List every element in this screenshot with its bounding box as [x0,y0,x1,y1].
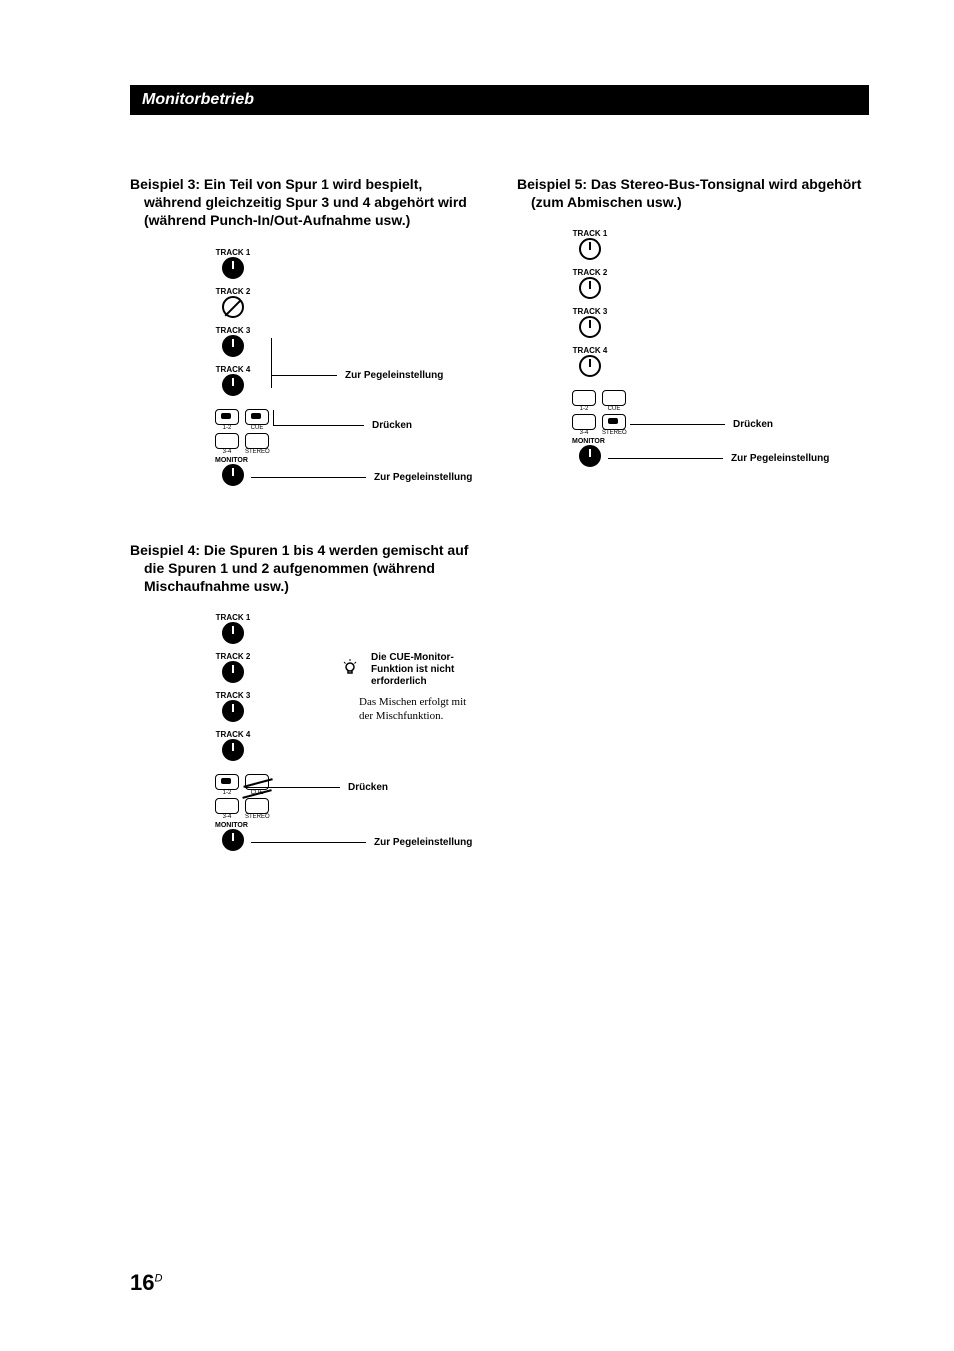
monitor-button-stereo [245,798,269,814]
diagram-ex5: TRACK 1 TRACK 2 TRACK 3 [572,229,869,472]
track-label: TRACK 2 [215,652,251,661]
example-title-4: Beispiel 4: Die Spuren 1 bis 4 werden ge… [144,541,482,596]
button-label: 1-2 [215,425,239,431]
monitor-button-cue [602,390,626,406]
button-label: 1-2 [572,406,596,412]
track-label: TRACK 4 [215,365,251,374]
button-label: CUE [245,790,269,796]
monitor-button-1-2 [215,774,239,790]
monitor-knob-icon [579,445,601,467]
track-label: TRACK 1 [572,229,608,238]
knob-icon [222,661,244,683]
monitor-label: MONITOR [572,438,869,445]
section-header: Monitorbetrieb [130,85,869,115]
button-label: STEREO [602,430,626,436]
annotation: Zur Pegeleinstellung [345,370,443,381]
left-column: Beispiel 3: Ein Teil von Spur 1 wird bes… [130,175,482,906]
monitor-knob-icon [222,464,244,486]
button-label: CUE [245,425,269,431]
annotation: Drücken [372,420,412,431]
knob-icon [579,277,601,299]
track-label: TRACK 3 [215,326,251,335]
monitor-button-1-2 [215,409,239,425]
knob-icon [222,335,244,357]
example-title-5: Beispiel 5: Das Stereo-Bus-Tonsignal wir… [531,175,869,211]
knob-icon [579,355,601,377]
diagram-ex3: TRACK 1 TRACK 2 TRACK 3 [215,248,482,491]
monitor-button-stereo [245,433,269,449]
monitor-label: MONITOR [215,457,482,464]
monitor-button-cue [245,774,269,790]
annotation: Zur Pegeleinstellung [374,472,472,483]
knob-icon [222,622,244,644]
knob-icon [222,374,244,396]
knob-icon [222,296,244,318]
track-label: TRACK 2 [572,268,608,277]
page-suffix: D [154,1273,162,1285]
diagram-ex4: TRACK 1 TRACK 2 Die CUE-Monitor-Funktion… [215,613,482,856]
monitor-button-3-4 [215,433,239,449]
annotation: Zur Pegeleinstellung [374,837,472,848]
monitor-button-stereo [602,414,626,430]
track-label: TRACK 2 [215,287,251,296]
knob-icon [579,238,601,260]
track-label: TRACK 3 [215,691,251,700]
monitor-button-cue [245,409,269,425]
annotation: Zur Pegeleinstellung [731,453,829,464]
monitor-button-1-2 [572,390,596,406]
button-label: STEREO [245,449,269,455]
monitor-knob-icon [222,829,244,851]
example-title-3: Beispiel 3: Ein Teil von Spur 1 wird bes… [144,175,482,230]
track-label: TRACK 4 [215,730,251,739]
track-label: TRACK 1 [215,613,251,622]
page-number: 16D [130,1270,162,1296]
track-label: TRACK 4 [572,346,608,355]
button-label: 3-4 [215,449,239,455]
monitor-button-3-4 [215,798,239,814]
track-label: TRACK 1 [215,248,251,257]
track-label: TRACK 3 [572,307,608,316]
tip-body: Das Mischen erfolgt mit der Mischfunktio… [359,696,482,724]
knob-icon [222,257,244,279]
annotation: Drücken [348,782,388,793]
tip-title: Die CUE-Monitor-Funktion ist nicht erfor… [371,652,482,688]
right-column: Beispiel 5: Das Stereo-Bus-Tonsignal wir… [517,175,869,906]
button-label: 3-4 [215,814,239,820]
monitor-label: MONITOR [215,822,482,829]
button-label: 3-4 [572,430,596,436]
knob-icon [222,739,244,761]
annotation: Drücken [733,419,773,430]
button-label: CUE [602,406,626,412]
button-label: 1-2 [215,790,239,796]
monitor-button-3-4 [572,414,596,430]
button-label: STEREO [245,814,269,820]
knob-icon [579,316,601,338]
lightbulb-icon [341,659,359,682]
knob-icon [222,700,244,722]
